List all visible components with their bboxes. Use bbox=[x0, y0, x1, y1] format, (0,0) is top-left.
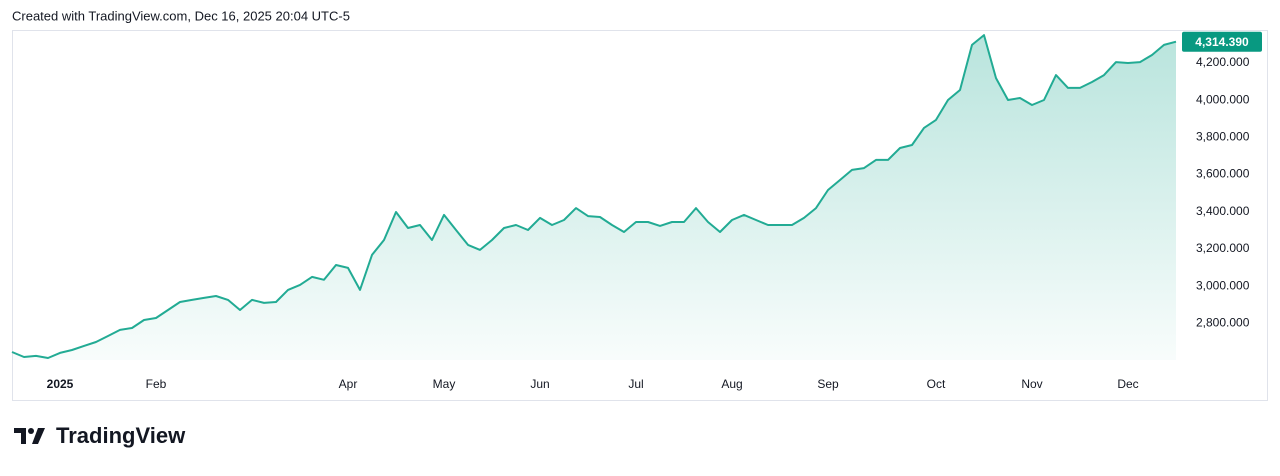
x-tick-label: Apr bbox=[339, 377, 358, 391]
y-tick-label: 4,000.000 bbox=[1196, 92, 1250, 106]
x-tick-label: Jun bbox=[530, 377, 549, 391]
logo-icon bbox=[32, 428, 45, 444]
y-tick-label: 4,200.000 bbox=[1196, 55, 1250, 69]
logo-icon bbox=[28, 428, 34, 434]
last-price-badge bbox=[1182, 31, 1262, 52]
y-tick-label: 3,400.000 bbox=[1196, 204, 1250, 218]
chart-frame bbox=[12, 30, 1268, 401]
area-fill bbox=[12, 35, 1176, 360]
y-tick-label: 2,800.000 bbox=[1196, 316, 1250, 330]
x-tick-label: Nov bbox=[1021, 377, 1042, 391]
x-tick-label: Feb bbox=[146, 377, 167, 391]
x-tick-label: Sep bbox=[817, 377, 839, 391]
x-tick-label: Jul bbox=[628, 377, 643, 391]
logo-icon bbox=[14, 428, 26, 444]
y-tick-label: 3,200.000 bbox=[1196, 241, 1250, 255]
x-tick-label: Aug bbox=[721, 377, 742, 391]
x-tick-label: 2025 bbox=[47, 377, 74, 391]
price-line bbox=[11, 34, 1177, 359]
y-tick-label: 3,600.000 bbox=[1196, 167, 1250, 181]
header: Created with TradingView.com, Dec 16, 20… bbox=[12, 8, 350, 23]
y-tick-label: 3,000.000 bbox=[1196, 278, 1250, 292]
x-tick-label: Dec bbox=[1117, 377, 1138, 391]
x-tick-label: May bbox=[433, 377, 456, 391]
x-tick-label: Oct bbox=[927, 377, 946, 391]
last-price-label: 4,314.390 bbox=[1195, 35, 1249, 49]
branding: TradingView bbox=[56, 423, 186, 448]
logo: TradingView bbox=[14, 423, 186, 448]
y-tick-label: 3,800.000 bbox=[1196, 130, 1250, 144]
